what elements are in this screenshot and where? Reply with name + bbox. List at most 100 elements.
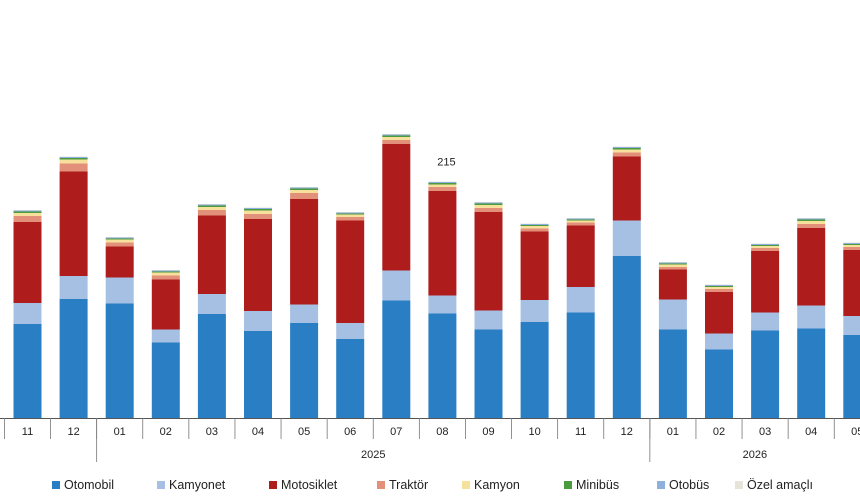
bar-segment-kamyon-13 bbox=[612, 149, 641, 153]
bar-stacks bbox=[13, 134, 860, 418]
legend-item: Otomobil bbox=[52, 478, 114, 492]
x-tick-label: 07 bbox=[390, 426, 402, 438]
legend-swatch bbox=[377, 481, 385, 489]
bar-segment-kamyon-2 bbox=[105, 239, 134, 243]
legend-label: Traktör bbox=[389, 478, 429, 492]
bar-segment-trakt-r-5 bbox=[244, 214, 272, 219]
bar-segment-otomobil-6 bbox=[290, 323, 319, 418]
bar-segment-kamyon-17 bbox=[797, 221, 826, 224]
bar-segment-otomobil-0 bbox=[13, 324, 42, 418]
bar-segment-otomobil-14 bbox=[658, 329, 687, 418]
x-tick-label: 04 bbox=[805, 426, 817, 438]
bar-segment-otomobil-5 bbox=[244, 331, 272, 418]
bar-segment-minib-s-2 bbox=[105, 238, 134, 240]
bar-segment-trakt-r-7 bbox=[336, 217, 365, 221]
legend-swatch bbox=[657, 481, 665, 489]
bar-segment-otomobil-16 bbox=[751, 330, 780, 418]
bar-segment-motosiklet-4 bbox=[197, 215, 226, 294]
bar-segment-otomobil-17 bbox=[797, 328, 826, 418]
bar-segment-trakt-r-6 bbox=[290, 193, 319, 199]
bar-segment--zel-ama-l--16 bbox=[751, 243, 780, 244]
x-tick-label: 04 bbox=[252, 426, 264, 438]
bar-segment-otomobil-1 bbox=[59, 299, 88, 418]
bar-segment-motosiklet-13 bbox=[612, 156, 641, 221]
bar-segment--zel-ama-l--12 bbox=[566, 218, 595, 219]
bar-segment--zel-ama-l--15 bbox=[705, 284, 733, 285]
bar-segment-minib-s-4 bbox=[197, 205, 226, 207]
bar-segment-otomobil-10 bbox=[474, 329, 503, 418]
bar-segment-kamyon-5 bbox=[244, 210, 272, 214]
bar-segment-kamyonet-10 bbox=[474, 310, 503, 330]
bar-segment-kamyonet-7 bbox=[336, 323, 365, 339]
bar-segment-minib-s-1 bbox=[59, 158, 88, 160]
x-tick-label: 01 bbox=[667, 426, 679, 438]
bar-segment-otomobil-4 bbox=[197, 314, 226, 418]
bar-segment-trakt-r-16 bbox=[751, 248, 780, 251]
bar-segment-kamyonet-11 bbox=[520, 300, 549, 322]
bar-segment-minib-s-18 bbox=[843, 244, 860, 245]
legend-swatch bbox=[564, 481, 572, 489]
x-tick-label: 11 bbox=[22, 426, 33, 438]
x-tick-label: 06 bbox=[344, 426, 356, 438]
bar-segment-otob-s-9 bbox=[428, 182, 457, 183]
bar-segment-kamyonet-15 bbox=[705, 333, 733, 350]
bar-segment-otob-s-15 bbox=[705, 285, 733, 286]
bar-segment--zel-ama-l--2 bbox=[105, 237, 134, 238]
bar-segment--zel-ama-l--1 bbox=[59, 156, 88, 157]
bar-segment-otomobil-11 bbox=[520, 322, 549, 418]
bar-segment-kamyon-12 bbox=[566, 220, 595, 223]
bar-segment-otob-s-14 bbox=[658, 262, 687, 264]
bar-segment-minib-s-3 bbox=[151, 271, 180, 273]
bar-segment-kamyonet-0 bbox=[13, 303, 42, 324]
bar-segment-otob-s-17 bbox=[797, 218, 826, 220]
bar-segment-otomobil-9 bbox=[428, 313, 457, 418]
bar-segment-trakt-r-2 bbox=[105, 242, 134, 247]
legend-swatch bbox=[269, 481, 277, 489]
legend-item: Kamyonet bbox=[157, 478, 225, 492]
bar-segment-kamyonet-13 bbox=[612, 220, 641, 256]
bar-segment-motosiklet-17 bbox=[797, 228, 826, 306]
bar-segment-kamyonet-4 bbox=[197, 294, 226, 314]
bar-segment-otob-s-6 bbox=[290, 187, 319, 189]
bar-segment-otomobil-13 bbox=[612, 256, 641, 418]
data-label: 215 bbox=[437, 157, 455, 169]
bar-segment-trakt-r-12 bbox=[566, 222, 595, 226]
x-tick-label: 10 bbox=[528, 426, 540, 438]
bar-segment-minib-s-6 bbox=[290, 188, 319, 190]
legend-item: Otobüs bbox=[657, 478, 709, 492]
legend-label: Otobüs bbox=[669, 478, 710, 492]
year-label: 2026 bbox=[743, 449, 767, 461]
bar-segment-motosiklet-6 bbox=[290, 199, 319, 305]
bar-segment-otob-s-18 bbox=[843, 243, 860, 244]
bar-segment-motosiklet-9 bbox=[428, 191, 457, 296]
bar-segment-otomobil-15 bbox=[705, 349, 733, 418]
bar-segment-kamyon-4 bbox=[197, 207, 226, 210]
bar-segment-kamyonet-2 bbox=[105, 277, 134, 304]
bar-segment-kamyonet-5 bbox=[244, 311, 272, 331]
legend-item: Özel amaçlı bbox=[735, 478, 813, 492]
x-tick-label: 02 bbox=[713, 426, 725, 438]
bar-segment-minib-s-17 bbox=[797, 219, 826, 221]
bar-segment-motosiklet-0 bbox=[13, 222, 42, 303]
x-tick-label: 03 bbox=[206, 426, 218, 438]
x-tick-label: 09 bbox=[482, 426, 494, 438]
legend-swatch bbox=[462, 481, 470, 489]
year-label: 2025 bbox=[361, 449, 385, 461]
legend-item: Traktör bbox=[377, 478, 428, 492]
bar-segment-trakt-r-1 bbox=[59, 163, 88, 172]
bar-segment-kamyon-8 bbox=[382, 137, 411, 140]
x-tick-label: 02 bbox=[160, 426, 172, 438]
legend-label: Otomobil bbox=[64, 478, 115, 492]
x-tick-label: 11 bbox=[575, 426, 586, 438]
bar-segment-otomobil-3 bbox=[151, 342, 180, 418]
bar-segment--zel-ama-l--11 bbox=[520, 223, 549, 224]
bar-segment-otob-s-2 bbox=[105, 237, 134, 239]
legend-swatch bbox=[157, 481, 165, 489]
bar-segment-kamyonet-6 bbox=[290, 304, 319, 323]
stacked-bar-chart: 11 12 01 02 03 04 05 06 07 08 09 10 11 12 01 02 03 04 05 20… bbox=[0, 134, 860, 462]
bar-segment-otob-s-11 bbox=[520, 224, 549, 225]
bar-segment--zel-ama-l--8 bbox=[382, 134, 411, 135]
bar-segment-otomobil-8 bbox=[382, 300, 411, 418]
bar-segment-motosiklet-10 bbox=[474, 212, 503, 311]
bar-segment-trakt-r-10 bbox=[474, 208, 503, 212]
